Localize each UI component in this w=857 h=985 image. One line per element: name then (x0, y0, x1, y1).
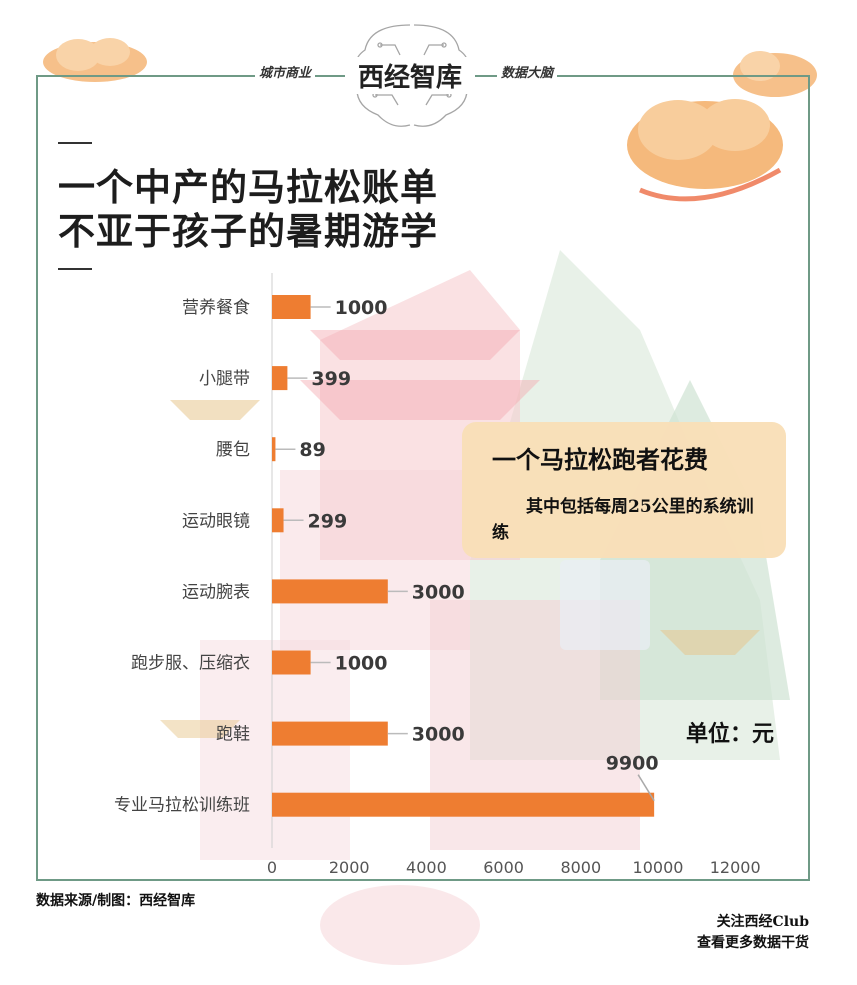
title-line-2: 不亚于孩子的暑期游学 (58, 209, 438, 253)
category-label: 运动眼镜 (182, 511, 250, 531)
bar (272, 508, 284, 533)
value-label: 3000 (412, 581, 465, 603)
pavilion-roof (160, 720, 240, 738)
unit-label: 单位：元 (686, 721, 775, 747)
x-tick-label: 10000 (633, 858, 684, 877)
category-label: 跑鞋 (216, 725, 250, 745)
value-label: 1000 (335, 297, 388, 319)
category-label: 专业马拉松训练班 (114, 796, 250, 816)
x-tick-label: 12000 (710, 858, 761, 877)
bar (272, 721, 388, 746)
data-source: 数据来源/制图：西经智库 (36, 893, 196, 909)
x-tick-label: 0 (267, 858, 277, 877)
category-label: 跑步服、压缩衣 (131, 654, 250, 674)
title-line-1: 一个中产的马拉松账单 (58, 165, 438, 209)
pavilion-roof (170, 400, 260, 420)
pagoda-roof (300, 380, 540, 420)
screen-shape (560, 560, 650, 650)
leader-line (637, 774, 655, 802)
disc-shape (320, 885, 480, 965)
callout-body: 其中包括每周25公里的系统训练 (492, 497, 754, 543)
callout-box (462, 422, 786, 558)
header-left-tag: 城市商业 (255, 62, 316, 81)
x-tick-label: 2000 (329, 858, 370, 877)
value-label: 89 (299, 439, 325, 461)
category-label: 小腿带 (199, 369, 250, 389)
x-tick-label: 4000 (406, 858, 447, 877)
bar (272, 366, 288, 391)
follow-line-2: 查看更多数据干货 (697, 935, 809, 951)
brand-logo: 西经智库 (345, 57, 475, 94)
value-label: 9900 (606, 753, 659, 775)
bar (272, 295, 311, 319)
title-rule-top (58, 142, 92, 144)
value-label: 299 (308, 510, 348, 532)
cloud-icon (43, 38, 147, 82)
value-label: 399 (311, 368, 351, 390)
page-title: 一个中产的马拉松账单 不亚于孩子的暑期游学 (58, 165, 438, 253)
category-label: 腰包 (216, 440, 250, 460)
bar (272, 579, 388, 604)
x-tick-label: 6000 (483, 858, 524, 877)
callout-title: 一个马拉松跑者花费 (492, 445, 708, 474)
bar (272, 650, 311, 675)
bar (272, 792, 655, 817)
pavilion-roof (660, 630, 760, 655)
x-tick-label: 8000 (560, 858, 601, 877)
pagoda-roof (310, 330, 520, 360)
value-label: 3000 (412, 724, 465, 746)
follow-note: 关注西经Club 查看更多数据干货 (697, 912, 809, 954)
bar (272, 437, 276, 462)
cloud-icon (627, 99, 783, 202)
category-label: 营养餐食 (182, 298, 250, 318)
value-label: 1000 (335, 653, 388, 675)
category-label: 运动腕表 (182, 582, 250, 602)
header-right-tag: 数据大脑 (497, 62, 558, 81)
title-rule-bottom (58, 268, 92, 270)
building-shape (200, 640, 350, 860)
follow-line-1: 关注西经Club (716, 914, 809, 930)
